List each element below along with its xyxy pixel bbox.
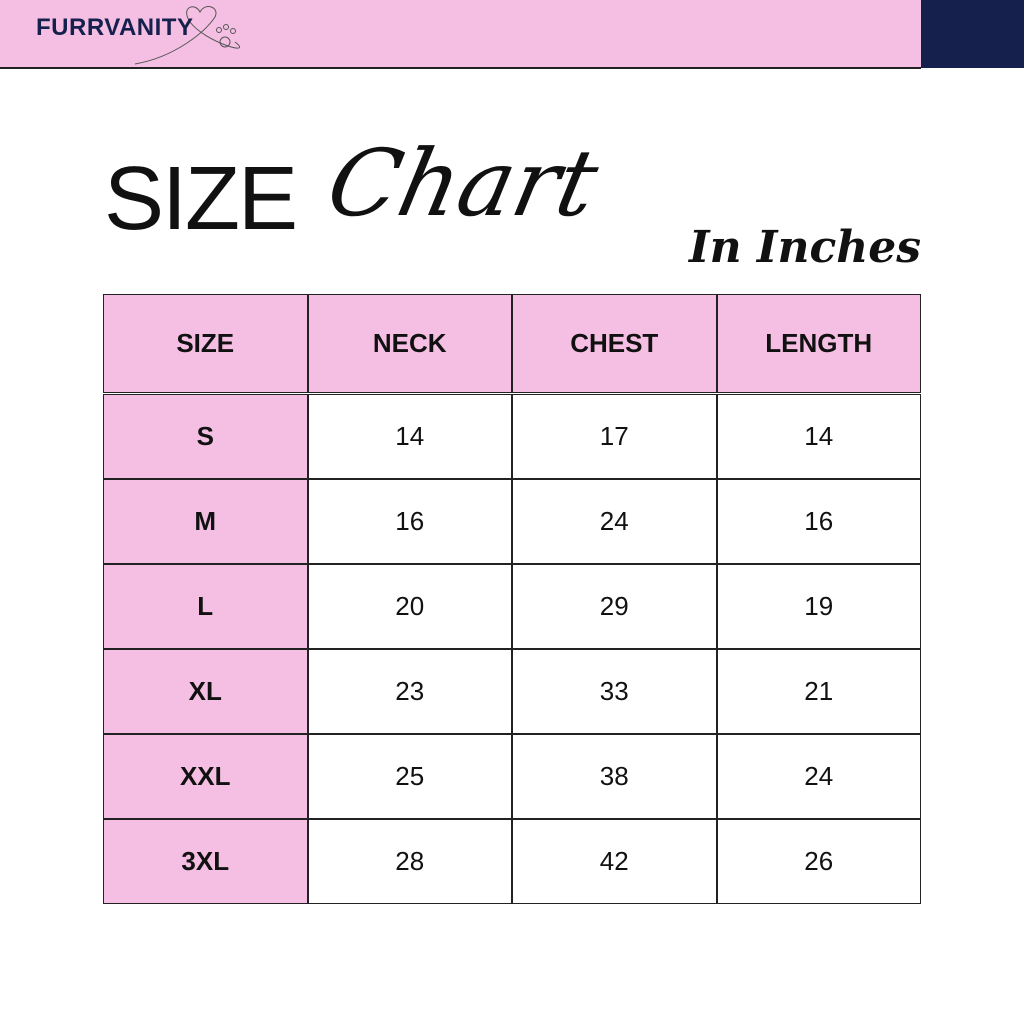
unit-label: In Inches [688,222,921,273]
cell-size: XL [103,649,308,734]
title-chart: Chart [318,130,607,237]
cell-size: L [103,564,308,649]
cell-chest: 24 [512,479,717,564]
cell-size: 3XL [103,819,308,904]
cell-neck: 23 [307,649,512,734]
cell-neck: 25 [307,734,512,819]
heart-paw-logo-art [134,6,241,65]
cell-chest: 42 [512,819,717,904]
cell-size: S [103,394,308,479]
brand-logo: FURRVANITY [36,14,194,41]
cell-length: 16 [716,479,921,564]
cell-neck: 28 [307,819,512,904]
cell-size: M [103,479,308,564]
cell-length: 24 [716,734,921,819]
header-bar: FURRVANITY [0,0,921,69]
cell-length: 19 [716,564,921,649]
navy-corner-block [921,0,1024,68]
cell-length: 26 [716,819,921,904]
header-size: SIZE [103,294,308,393]
header-length: LENGTH [716,294,921,393]
cell-chest: 33 [512,649,717,734]
header-neck: NECK [307,294,512,393]
table-body: S 14 17 14 M 16 24 16 L 20 29 19 XL 23 33 21 XXL 25 38 24 3X… [103,394,921,904]
title-size: SIZE [104,149,298,249]
cell-length: 14 [716,394,921,479]
cell-neck: 14 [307,394,512,479]
cell-size: XXL [103,734,308,819]
cell-chest: 38 [512,734,717,819]
cell-neck: 20 [307,564,512,649]
cell-chest: 29 [512,564,717,649]
table-header: SIZE NECK CHEST LENGTH [103,294,921,393]
cell-length: 21 [716,649,921,734]
cell-chest: 17 [512,394,717,479]
header-chest: CHEST [512,294,717,393]
cell-neck: 16 [307,479,512,564]
